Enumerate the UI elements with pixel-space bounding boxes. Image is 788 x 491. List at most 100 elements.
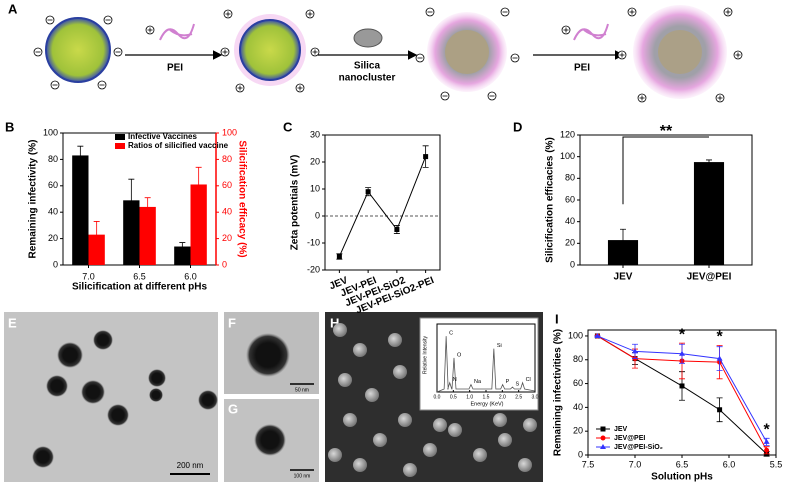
bar bbox=[123, 200, 140, 265]
bar bbox=[72, 155, 89, 265]
x-tick-label: 6.5 bbox=[676, 459, 689, 469]
particle bbox=[328, 448, 342, 462]
significance: ** bbox=[660, 123, 673, 140]
inset-tick-label: 1.5 bbox=[483, 394, 490, 400]
inset-x-label: Energy (KeV) bbox=[470, 401, 503, 407]
virus-core bbox=[658, 30, 702, 74]
bar bbox=[190, 184, 207, 265]
inset-tick-label: 2.0 bbox=[499, 394, 506, 400]
scheme bbox=[45, 5, 727, 99]
y2-tick-label: 40 bbox=[222, 207, 232, 217]
x-tick-label: 5.5 bbox=[770, 459, 783, 469]
y2-tick-label: 20 bbox=[222, 233, 232, 243]
scale-label: 100 nm bbox=[294, 473, 311, 479]
panel-label: G bbox=[228, 401, 238, 416]
point bbox=[679, 350, 685, 356]
bar bbox=[174, 246, 191, 265]
legend-label: JEV@PEI bbox=[614, 435, 645, 442]
panel-label: F bbox=[228, 315, 236, 330]
peak-label: C bbox=[449, 331, 453, 337]
x-tick-label: 7.0 bbox=[82, 271, 95, 281]
y-tick-label: 80 bbox=[48, 154, 58, 164]
point bbox=[600, 435, 606, 441]
error-bar bbox=[93, 221, 100, 249]
scale-label: 200 nm bbox=[177, 461, 204, 470]
x-tick-label: 7.0 bbox=[629, 459, 642, 469]
peak-label: Si bbox=[497, 343, 502, 349]
significance: * bbox=[763, 422, 770, 439]
particle bbox=[81, 380, 105, 404]
point bbox=[423, 154, 429, 160]
line bbox=[338, 156, 427, 257]
legend-label: Infective Vaccines bbox=[128, 132, 197, 141]
step-label: nanocluster bbox=[339, 73, 396, 84]
legend-label: Ratios of silicified vaccine bbox=[128, 141, 229, 150]
bar bbox=[693, 162, 725, 265]
step-label: Silica bbox=[354, 61, 381, 72]
y-tick-label: 0 bbox=[578, 449, 583, 459]
inset-tick-label: 3.0 bbox=[532, 394, 539, 400]
particle bbox=[353, 343, 367, 357]
inset-tick-label: 0.5 bbox=[450, 394, 457, 400]
y2-tick-label: 100 bbox=[222, 127, 237, 137]
significance: * bbox=[679, 326, 686, 343]
y-tick-label: 20 bbox=[565, 238, 575, 248]
x-axis-label: Solution pHs bbox=[651, 472, 713, 483]
y-tick-label: 30 bbox=[310, 129, 320, 139]
peak-label: Cl bbox=[526, 377, 531, 383]
y-axis-label: Remaining infectivities (%) bbox=[553, 329, 564, 456]
peak-label: N bbox=[453, 377, 457, 383]
virus-pei bbox=[239, 19, 301, 81]
error-bar bbox=[706, 159, 712, 165]
particle bbox=[254, 424, 286, 456]
panel-label: E bbox=[8, 315, 17, 330]
x-tick-label: 6.5 bbox=[133, 271, 146, 281]
bar bbox=[139, 206, 156, 265]
eds-inset bbox=[419, 317, 539, 411]
particle bbox=[365, 388, 379, 402]
particle bbox=[393, 365, 407, 379]
point bbox=[365, 189, 371, 195]
particle bbox=[93, 330, 113, 350]
particle bbox=[403, 463, 417, 477]
legend-label: JEV bbox=[614, 426, 628, 433]
point bbox=[632, 348, 638, 354]
y-tick-label: 40 bbox=[565, 216, 575, 226]
error-bar bbox=[195, 166, 202, 203]
peak-label: O bbox=[457, 352, 462, 358]
point bbox=[594, 332, 601, 338]
particle bbox=[493, 413, 507, 427]
particle bbox=[333, 323, 347, 337]
panel-label: B bbox=[5, 119, 14, 134]
peak-label: Na bbox=[474, 379, 482, 385]
pei-icon bbox=[159, 23, 195, 41]
x-tick-label: 6.0 bbox=[184, 271, 197, 281]
y-tick-label: 20 bbox=[573, 426, 583, 436]
y-tick-label: 40 bbox=[48, 207, 58, 217]
y-tick-label: 20 bbox=[310, 156, 320, 166]
scale-label: 50 nm bbox=[295, 387, 309, 393]
particle bbox=[149, 388, 163, 402]
y-tick-label: -20 bbox=[307, 264, 320, 274]
axes-frame bbox=[579, 134, 753, 266]
particle bbox=[148, 369, 166, 387]
y-tick-label: 80 bbox=[573, 354, 583, 364]
axes-frame bbox=[324, 134, 441, 271]
particle bbox=[338, 373, 352, 387]
step-label: PEI bbox=[574, 63, 590, 74]
point bbox=[763, 438, 770, 444]
particle bbox=[518, 458, 532, 472]
y-tick-label: 100 bbox=[568, 330, 583, 340]
panel-label: I bbox=[555, 311, 559, 326]
legend-swatch bbox=[115, 134, 125, 140]
point bbox=[716, 355, 723, 361]
error-bar bbox=[620, 228, 626, 252]
y2-axis-label: Silicification efficacy (%) bbox=[236, 140, 247, 257]
particle bbox=[373, 433, 387, 447]
y-tick-label: 120 bbox=[560, 129, 575, 139]
particle bbox=[433, 418, 447, 432]
y-tick-label: 100 bbox=[43, 127, 58, 137]
inset-tick-label: 0.0 bbox=[434, 394, 441, 400]
particle bbox=[498, 433, 512, 447]
